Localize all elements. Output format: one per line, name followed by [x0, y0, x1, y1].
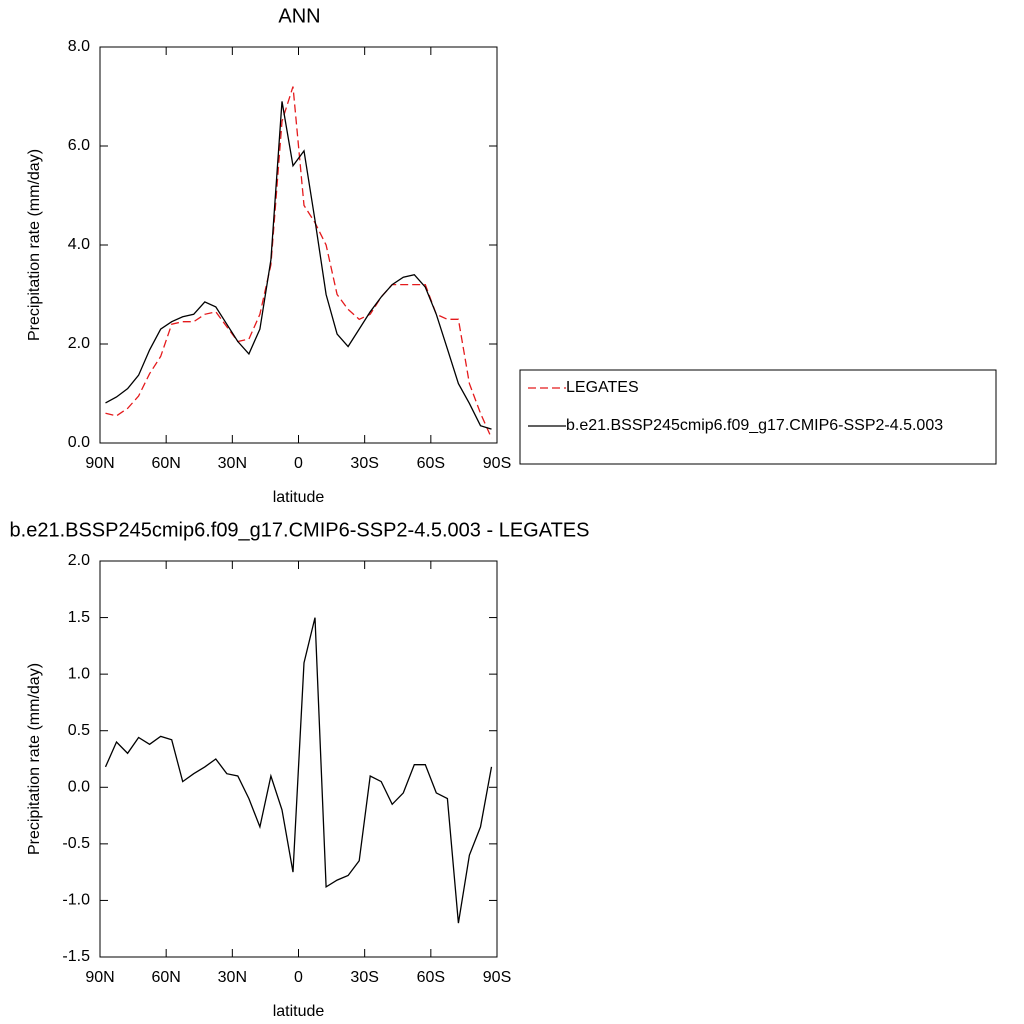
y-tick-label: 0.0	[68, 779, 90, 796]
chart-title: b.e21.BSSP245cmip6.f09_g17.CMIP6-SSP2-4.…	[10, 519, 590, 541]
y-axis-label: Precipitation rate (mm/day)	[26, 149, 43, 341]
y-tick-label: -1.5	[62, 948, 90, 965]
series-line	[104, 617, 493, 924]
x-tick-label: 60N	[151, 455, 180, 472]
x-tick-label: 30N	[218, 455, 247, 472]
x-tick-label: 30S	[350, 455, 378, 472]
y-tick-label: 4.0	[68, 236, 90, 253]
y-tick-label: -1.0	[62, 892, 90, 909]
plot-frame	[99, 46, 498, 444]
series-line	[105, 86, 493, 439]
legend-label: b.e21.BSSP245cmip6.f09_g17.CMIP6-SSP2-4.…	[566, 417, 943, 434]
x-axis-label: latitude	[273, 489, 325, 506]
x-axis-label: latitude	[273, 1003, 325, 1020]
x-tick-label: 90N	[85, 455, 114, 472]
y-tick-label: 6.0	[68, 137, 90, 154]
y-axis-label: Precipitation rate (mm/day)	[26, 663, 43, 855]
x-tick-label: 30S	[350, 969, 378, 986]
y-tick-label: 1.5	[68, 609, 90, 626]
y-tick-label: 2.0	[68, 335, 90, 352]
x-tick-label: 0	[294, 455, 303, 472]
x-tick-label: 30N	[218, 969, 247, 986]
y-tick-label: 0.0	[68, 434, 90, 451]
x-tick-label: 60S	[417, 969, 445, 986]
series-line	[105, 101, 492, 430]
x-tick-label: 60N	[151, 969, 180, 986]
y-tick-label: -0.5	[62, 835, 90, 852]
y-tick-label: 1.0	[68, 665, 90, 682]
x-tick-label: 0	[294, 969, 303, 986]
x-tick-label: 60S	[417, 455, 445, 472]
y-tick-label: 0.5	[68, 722, 90, 739]
chart-title: ANN	[278, 5, 320, 27]
x-tick-label: 90N	[85, 969, 114, 986]
legend-label: LEGATES	[566, 379, 639, 396]
x-tick-label: 90S	[483, 455, 511, 472]
y-tick-label: 8.0	[68, 38, 90, 55]
legend-box	[519, 369, 997, 465]
y-tick-label: 2.0	[68, 552, 90, 569]
x-tick-label: 90S	[483, 969, 511, 986]
